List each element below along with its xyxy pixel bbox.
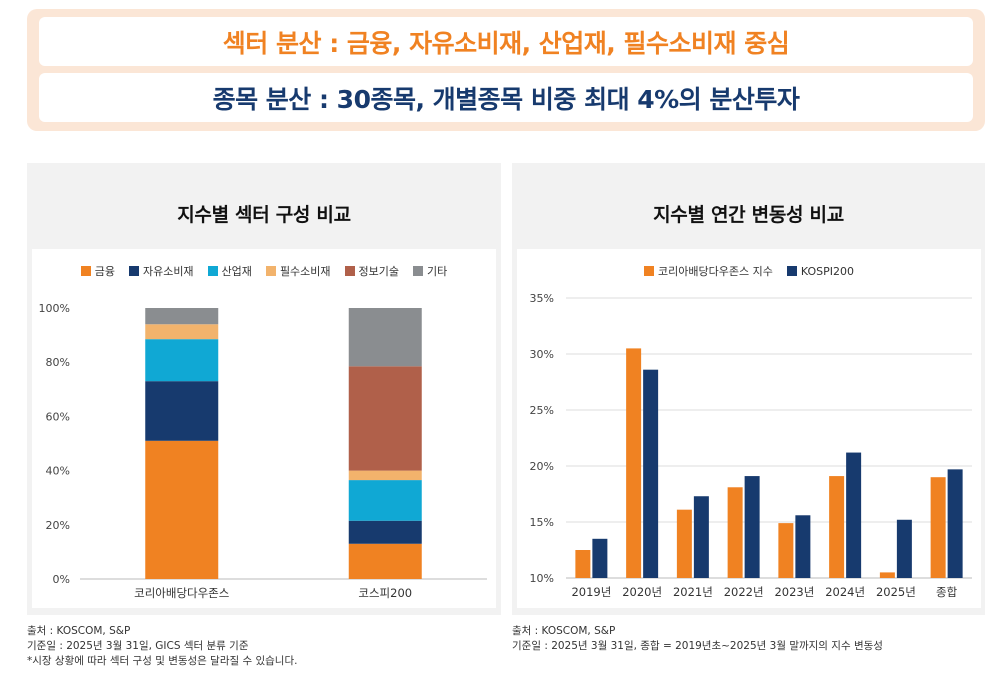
volatility-bar-2025년-kospi200 [896, 519, 912, 578]
summary-banner: 섹터 분산 : 금융, 자유소비재, 산업재, 필수소비재 중심 종목 분산 :… [27, 9, 985, 131]
sector-bar-코스피200-기타 [348, 308, 422, 367]
volatility-bar-2023년-kospi200 [795, 515, 811, 578]
volatility-chart-title: 지수별 연간 변동성 비교 [653, 204, 844, 226]
volatility-legend-swatch-0 [644, 266, 655, 276]
volatility-legend-item-1: KOSPI200 [786, 263, 854, 279]
sector-legend-label-1: 자유소비재 [142, 265, 194, 278]
volatility-ytick-label: 15% [530, 516, 554, 529]
sector-composition-panel: 지수별 섹터 구성 비교 금융 자유소비재 산업재 필수소비재 정보기술 기타 0% 20%… [27, 163, 501, 615]
volatility-category-label-7: 종합 [936, 585, 958, 599]
sector-category-label-0: 코리아배당다우존스 [134, 586, 229, 600]
volatility-bar-종합-korea-dividend [930, 477, 946, 578]
volatility-bar-2021년-korea-dividend [676, 509, 692, 578]
sector-legend-item-0: 금융 [80, 263, 115, 279]
volatility-bar-2019년-kospi200 [592, 538, 608, 578]
volatility-legend-swatch-1 [786, 266, 797, 276]
left-footnote-source: 출처 : KOSCOM, S&P [27, 625, 131, 637]
sector-bar-코리아배당다우존스-산업재 [145, 339, 219, 382]
sector-legend-swatch-3 [265, 266, 276, 276]
volatility-category-label-1: 2020년 [622, 585, 662, 599]
sector-legend-item-3: 필수소비재 [265, 263, 331, 279]
sector-bar-코스피200-필수소비재 [348, 470, 422, 481]
sector-legend-item-5: 기타 [413, 263, 447, 279]
volatility-ytick-label: 20% [530, 460, 554, 473]
left-footnote-disclaimer: *시장 상황에 따라 섹터 구성 및 변동성은 달라질 수 있습니다. [27, 655, 298, 667]
sector-legend-swatch-1 [128, 266, 139, 276]
sector-bar-코스피200-정보기술 [348, 366, 422, 471]
right-footnote-date: 기준일 : 2025년 3월 31일, 종합 = 2019년초~2025년 3월… [512, 640, 883, 652]
volatility-category-label-6: 2025년 [876, 585, 916, 599]
sector-bar-코리아배당다우존스-자유소비재 [145, 381, 219, 441]
volatility-panel: 지수별 연간 변동성 비교 코리아배당다우존스 지수 KOSPI200 10% 15… [512, 163, 985, 615]
right-footnote-source: 출처 : KOSCOM, S&P [512, 625, 616, 637]
volatility-bar-종합-kospi200 [947, 469, 963, 578]
sector-chart-title: 지수별 섹터 구성 비교 [177, 204, 351, 226]
sector-bar-코스피200-금융 [348, 543, 422, 579]
sector-legend-item-1: 자유소비재 [128, 263, 194, 279]
sector-legend-label-4: 정보기술 [358, 265, 400, 278]
volatility-bar-2021년-kospi200 [693, 496, 709, 578]
sector-diversification-text: 섹터 분산 : 금융, 자유소비재, 산업재, 필수소비재 중심 [39, 17, 973, 66]
sector-legend-label-0: 금융 [94, 265, 115, 278]
sector-legend-label-5: 기타 [427, 265, 448, 278]
volatility-ytick-label: 30% [530, 348, 554, 361]
volatility-chart-plot: 코리아배당다우존스 지수 KOSPI200 10% 15% 20% 25% 30% 35% 2… [517, 249, 981, 608]
volatility-category-label-2: 2021년 [673, 585, 713, 599]
volatility-legend-label-1: KOSPI200 [800, 264, 854, 278]
sector-bar-코스피200-산업재 [348, 480, 422, 521]
sector-ytick-label: 20% [46, 519, 70, 532]
right-footnotes: 출처 : KOSCOM, S&P 기준일 : 2025년 3월 31일, 종합 … [512, 624, 883, 654]
volatility-bar-2019년-korea-dividend [575, 550, 591, 578]
sector-chart-plot: 금융 자유소비재 산업재 필수소비재 정보기술 기타 0% 20% 40% 60% 80% 100%… [32, 249, 496, 608]
volatility-legend-item-0: 코리아배당다우존스 지수 [644, 263, 773, 279]
sector-legend-swatch-4 [344, 266, 355, 276]
volatility-category-label-3: 2022년 [724, 585, 764, 599]
volatility-legend-label-0: 코리아배당다우존스 지수 [658, 265, 773, 278]
left-footnote-date: 기준일 : 2025년 3월 31일, GICS 섹터 분류 기준 [27, 640, 249, 652]
sector-legend-label-2: 산업재 [221, 265, 252, 278]
sector-legend-swatch-5 [413, 266, 424, 276]
sector-ytick-label: 80% [46, 356, 70, 369]
sector-bar-코리아배당다우존스-금융 [145, 440, 219, 579]
volatility-bar-2024년-korea-dividend [829, 476, 845, 578]
sector-bar-코리아배당다우존스-필수소비재 [145, 324, 219, 340]
volatility-ytick-label: 35% [530, 292, 554, 305]
volatility-bar-2025년-korea-dividend [879, 572, 895, 578]
sector-bar-코스피200-자유소비재 [348, 520, 422, 544]
sector-bar-코리아배당다우존스-기타 [145, 308, 219, 325]
sector-ytick-label: 60% [46, 410, 70, 423]
sector-legend-item-2: 산업재 [207, 263, 252, 279]
volatility-bar-2022년-kospi200 [744, 476, 760, 578]
volatility-grouped-bar-chart: 10% 15% 20% 25% 30% 35% 2019년 2020년 2021년 2022년 20… [530, 292, 972, 599]
sector-category-label-1: 코스피200 [358, 586, 412, 600]
left-footnotes: 출처 : KOSCOM, S&P 기준일 : 2025년 3월 31일, GIC… [27, 624, 297, 669]
stock-diversification-text: 종목 분산 : 30종목, 개별종목 비중 최대 4%의 분산투자 [39, 73, 973, 122]
volatility-bar-2023년-korea-dividend [778, 523, 794, 578]
volatility-category-label-0: 2019년 [571, 585, 611, 599]
volatility-category-label-5: 2024년 [825, 585, 865, 599]
sector-ytick-label: 40% [46, 465, 70, 478]
volatility-ytick-label: 25% [530, 404, 554, 417]
sector-stacked-bar-chart: 0% 20% 40% 60% 80% 100% 코리아배당다우존스 코스피200 [39, 302, 487, 600]
volatility-ytick-label: 10% [530, 572, 554, 585]
sector-chart-legend: 금융 자유소비재 산업재 필수소비재 정보기술 기타 [32, 263, 496, 279]
volatility-bar-2022년-korea-dividend [727, 487, 743, 578]
volatility-chart-legend: 코리아배당다우존스 지수 KOSPI200 [517, 263, 981, 279]
sector-ytick-label: 100% [39, 302, 70, 315]
volatility-bar-2020년-korea-dividend [626, 348, 642, 578]
volatility-category-label-4: 2023년 [774, 585, 814, 599]
volatility-bar-2024년-kospi200 [846, 452, 862, 578]
volatility-bar-2020년-kospi200 [643, 369, 659, 578]
sector-legend-label-3: 필수소비재 [279, 265, 331, 278]
sector-legend-swatch-2 [207, 266, 218, 276]
sector-ytick-label: 0% [53, 573, 70, 586]
sector-legend-item-4: 정보기술 [344, 263, 400, 279]
sector-legend-swatch-0 [80, 266, 91, 276]
